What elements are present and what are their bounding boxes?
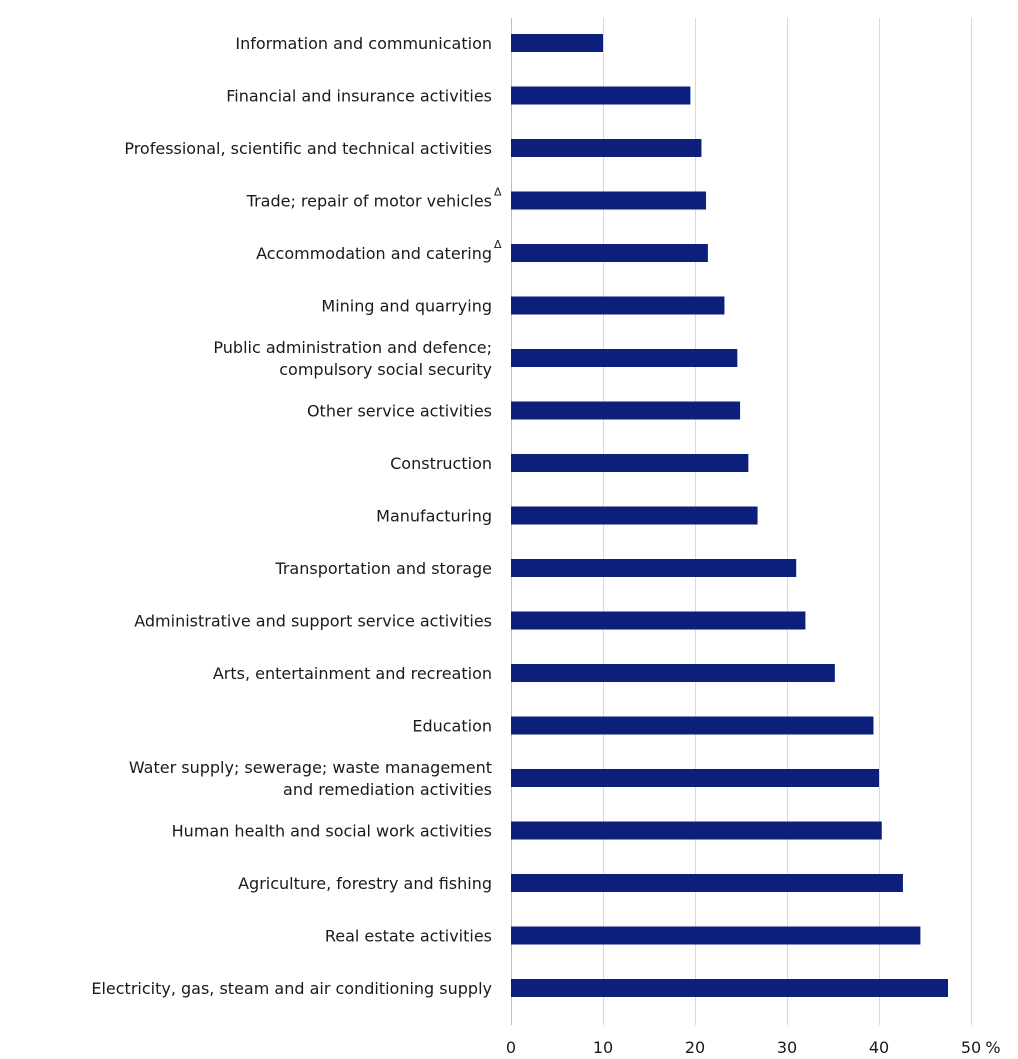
category-label-18: Real estate activities xyxy=(325,927,492,946)
bar-17 xyxy=(511,874,903,892)
category-label-9: Construction xyxy=(390,454,492,473)
x-tick-label-10: 10 xyxy=(593,1038,613,1057)
bar-10 xyxy=(511,506,758,525)
category-label-1: Information and communication xyxy=(235,34,492,53)
category-label-10: Manufacturing xyxy=(376,507,492,526)
category-label-7-line-2: compulsory social security xyxy=(279,360,492,379)
category-label-8: Other service activities xyxy=(307,402,492,421)
bar-15 xyxy=(511,769,879,787)
category-label-7-line-1: Public administration and defence; xyxy=(213,338,492,357)
category-label-17: Agriculture, forestry and fishing xyxy=(238,874,492,893)
bar-16 xyxy=(511,821,882,840)
bar-5 xyxy=(511,244,708,262)
x-axis-ticks: 0 10 20 30 40 50% xyxy=(506,1038,1001,1057)
category-label-15-line-1: Water supply; sewerage; waste management xyxy=(129,758,492,777)
bar-6 xyxy=(511,296,725,315)
category-label-6: Mining and quarrying xyxy=(321,297,492,316)
bar-18 xyxy=(511,926,921,945)
category-labels: Information and communication Financial a… xyxy=(91,34,502,998)
x-tick-label-20: 20 xyxy=(685,1038,705,1057)
x-tick-label-40: 40 xyxy=(869,1038,889,1057)
bars xyxy=(511,34,948,997)
x-tick-label-30: 30 xyxy=(777,1038,797,1057)
bar-9 xyxy=(511,454,749,472)
category-label-15-line-2: and remediation activities xyxy=(283,780,492,799)
category-label-13: Arts, entertainment and recreation xyxy=(213,664,492,683)
bar-4 xyxy=(511,191,707,210)
x-axis-unit-label: % xyxy=(985,1038,1000,1057)
bar-3 xyxy=(511,139,702,157)
bar-14 xyxy=(511,716,874,735)
bar-12 xyxy=(511,611,806,630)
category-label-16: Human health and social work activities xyxy=(172,822,492,841)
bar-7 xyxy=(511,349,738,367)
x-tick-label-50: 50 xyxy=(961,1038,981,1057)
category-label-12: Administrative and support service activ… xyxy=(134,612,492,631)
category-label-4: Trade; repair of motor vehicles xyxy=(246,192,492,211)
bar-8 xyxy=(511,401,741,420)
category-label-3: Professional, scientific and technical a… xyxy=(124,139,492,158)
bar-2 xyxy=(511,86,691,105)
bar-11 xyxy=(511,559,797,577)
bar-13 xyxy=(511,664,835,682)
category-label-2: Financial and insurance activities xyxy=(226,87,492,106)
category-label-11: Transportation and storage xyxy=(274,559,492,578)
bar-1 xyxy=(511,34,603,52)
bar-19 xyxy=(511,979,948,997)
category-label-14: Education xyxy=(412,717,492,736)
category-label-19: Electricity, gas, steam and air conditio… xyxy=(91,979,492,998)
footnote-mark-4: Δ xyxy=(494,186,502,199)
category-label-5: Accommodation and catering xyxy=(256,244,492,263)
footnote-mark-5: Δ xyxy=(494,238,502,251)
x-tick-label-0: 0 xyxy=(506,1038,516,1057)
